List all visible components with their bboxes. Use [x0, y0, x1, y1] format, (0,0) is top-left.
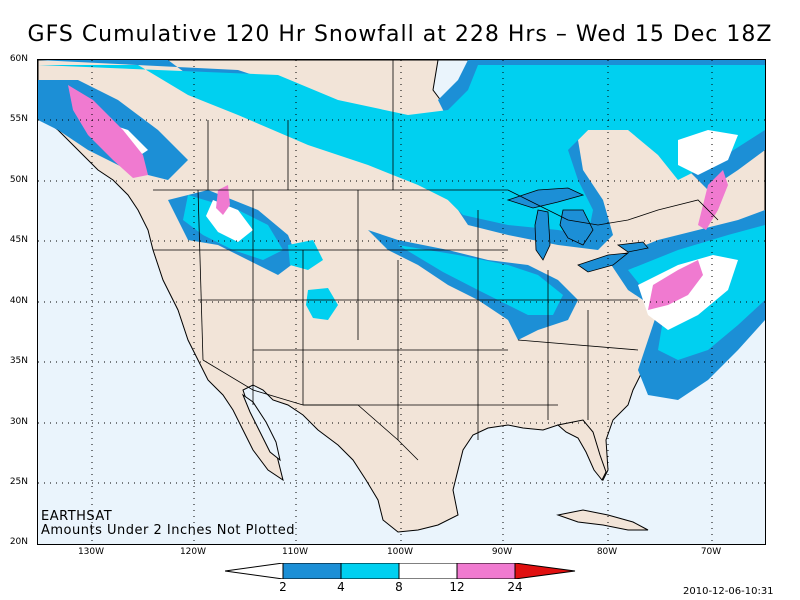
band-12-24-idaho [216, 185, 230, 215]
legend-label-4: 4 [337, 580, 345, 594]
lat-label-60n: 60N [9, 54, 28, 64]
lon-label-120w: 120W [179, 547, 207, 557]
mexico-border [202, 359, 419, 461]
band-12-24-northeast [698, 170, 728, 230]
snow-band-12-24 [68, 85, 728, 310]
lon-label-110w: 110W [281, 547, 309, 557]
band-4-8-wyoming [288, 240, 323, 270]
band-4-8-midwest [398, 245, 563, 315]
lat-label-30n: 30N [9, 417, 28, 427]
lon-label-130w: 130W [77, 547, 105, 557]
great-lakes [506, 187, 649, 273]
legend-colorbar [225, 563, 576, 579]
legend-label-12: 12 [449, 580, 465, 594]
florida-land [556, 419, 607, 481]
band-4-8-colorado [306, 288, 338, 320]
lat-label-45n: 45N [9, 235, 28, 245]
amounts-note: Amounts Under 2 Inches Not Plotted [41, 523, 295, 538]
map-title: GFS Cumulative 120 Hr Snowfall at 228 Hr… [27, 22, 773, 47]
lon-label-90w: 90W [491, 547, 513, 557]
band-8-12-rockies [206, 200, 253, 242]
legend-2-to-4 [282, 563, 342, 579]
timestamp: 2010-12-06-10:31 [683, 586, 774, 597]
lon-label-70w: 70W [700, 547, 722, 557]
state-line-12 [517, 339, 639, 351]
band-8-12-canada [678, 130, 738, 175]
legend-below-2 [225, 563, 284, 579]
lake-michigan [534, 209, 551, 261]
lake-superior [506, 187, 585, 209]
legend-label-24: 24 [507, 580, 523, 594]
lat-label-40n: 40N [9, 296, 28, 306]
band-12-24-coast [68, 85, 148, 178]
legend-label-2: 2 [279, 580, 287, 594]
legend-label-8: 8 [395, 580, 403, 594]
lat-label-50n: 50N [9, 175, 28, 185]
band-12-24-appalachian [648, 260, 703, 310]
political-borders [153, 60, 719, 461]
lat-label-35n: 35N [9, 356, 28, 366]
snowfall-map [37, 59, 766, 545]
gulf-of-california [241, 393, 281, 462]
lat-label-25n: 25N [9, 477, 28, 487]
cuba-land [556, 509, 649, 531]
lat-label-20n: 20N [9, 537, 28, 547]
legend-12-to-24 [456, 563, 516, 579]
legend-over-24 [514, 563, 576, 579]
lat-label-55n: 55N [9, 114, 28, 124]
lake-huron [559, 209, 594, 246]
legend-8-to-12 [398, 563, 458, 579]
us-canada-border [153, 189, 719, 226]
state-line-2 [197, 189, 204, 361]
legend-4-to-8 [340, 563, 400, 579]
lon-label-100w: 100W [386, 547, 414, 557]
lake-ontario [616, 241, 649, 253]
lon-label-80w: 80W [596, 547, 618, 557]
brand-label: EARTHSAT [41, 509, 113, 524]
lake-erie [577, 252, 630, 273]
